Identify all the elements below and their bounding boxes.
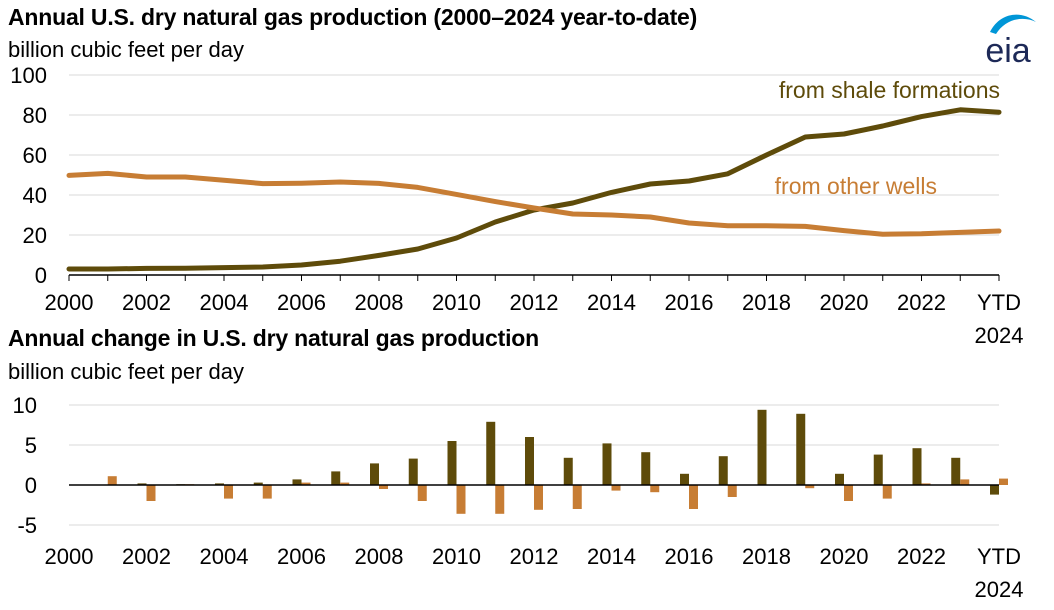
bottom-x-tick-label: 2016 — [665, 544, 714, 569]
shale-series-label: from shale formations — [779, 77, 1000, 103]
top-x-tick-label: 2006 — [277, 290, 326, 315]
shale-change-bar — [215, 483, 224, 485]
eia-logo-swoosh-icon — [990, 14, 1036, 34]
shale-change-bar — [292, 479, 302, 485]
other-wells-change-bar — [262, 485, 272, 499]
shale-change-bar — [757, 409, 767, 485]
shale-change-bar — [602, 443, 612, 485]
shale-change-bar — [912, 448, 922, 485]
top-x-tick-label: 2004 — [200, 290, 249, 315]
top-x-tick-label: 2000 — [45, 290, 94, 315]
shale-change-bar — [563, 457, 573, 485]
top-y-tick-label: 20 — [23, 223, 47, 248]
top-x-tick-label: 2022 — [897, 290, 946, 315]
bottom-x-tick-label: 2020 — [820, 544, 869, 569]
top-y-tick-label: 80 — [23, 103, 47, 128]
top-chart-unit-label: billion cubic feet per day — [8, 37, 245, 62]
bottom-y-tick-label: 5 — [25, 433, 37, 458]
bottom-y-tick-label: 0 — [25, 473, 37, 498]
other-wells-change-bar — [107, 476, 117, 485]
other-wells-change-bar — [340, 482, 350, 485]
eia-logo-text: eia — [985, 32, 1030, 66]
other-wells-change-bar — [650, 485, 660, 493]
shale-change-bar — [447, 441, 457, 485]
top-x-tick-label: 2008 — [355, 290, 404, 315]
bottom-x-tick-label: 2002 — [122, 544, 171, 569]
other-wells-change-bar — [844, 485, 853, 501]
other-wells-change-bar — [379, 485, 388, 489]
shale-change-bar — [796, 413, 806, 485]
other-wells-series-label: from other wells — [775, 173, 937, 199]
other-wells-change-bar — [456, 485, 466, 514]
shale-change-bar — [137, 483, 147, 485]
other-wells-change-bar — [495, 485, 505, 514]
bottom-x-tick-label: 2022 — [897, 544, 946, 569]
other-wells-change-bar — [689, 485, 698, 509]
shale-change-bar — [486, 421, 496, 485]
top-x-tick-label: 2024 — [975, 323, 1024, 348]
top-x-tick-label: 2010 — [432, 290, 481, 315]
top-x-tick-label: 2020 — [820, 290, 869, 315]
top-x-tick-label: 2016 — [665, 290, 714, 315]
bottom-y-tick-label: 10 — [13, 393, 37, 418]
shale-change-bar — [408, 458, 418, 485]
shale-change-bar — [680, 473, 689, 485]
bottom-chart-unit-label: billion cubic feet per day — [8, 359, 245, 384]
other-wells-change-bar — [534, 485, 543, 510]
bottom-x-tick-label: 2012 — [510, 544, 559, 569]
shale-change-bar — [331, 471, 341, 485]
top-chart-title: Annual U.S. dry natural gas production (… — [8, 4, 698, 30]
other-wells-change-bar — [999, 478, 1008, 485]
top-x-tick-label: 2012 — [510, 290, 559, 315]
shale-change-bar — [525, 437, 534, 485]
shale-change-bar — [718, 456, 728, 485]
shale-change-bar — [835, 473, 844, 485]
other-wells-change-bar — [805, 485, 815, 489]
top-x-tick-label: 2018 — [742, 290, 791, 315]
bottom-x-tick-label: 2018 — [742, 544, 791, 569]
top-y-tick-label: 40 — [23, 183, 47, 208]
top-y-tick-label: 60 — [23, 143, 47, 168]
other-wells-change-bar — [146, 485, 156, 501]
top-x-tick-label: YTD — [977, 290, 1021, 315]
eia-logo: eia — [976, 8, 1040, 70]
bottom-x-tick-label: 2010 — [432, 544, 481, 569]
other-wells-change-bar — [572, 485, 582, 509]
bottom-chart-title: Annual change in U.S. dry natural gas pr… — [8, 325, 539, 351]
top-y-tick-label: 0 — [35, 263, 47, 288]
other-wells-change-bar — [417, 485, 427, 501]
other-wells-change-bar — [727, 485, 737, 497]
other-wells-change-bar — [224, 485, 233, 499]
bottom-x-tick-label: 2004 — [200, 544, 249, 569]
other-wells-change-bar — [960, 479, 970, 485]
other-wells-change-bar — [882, 485, 892, 499]
shale-change-bar — [873, 454, 883, 485]
top-y-tick-label: 100 — [10, 63, 47, 88]
shale-change-bar — [253, 482, 263, 485]
bottom-x-tick-label: 2014 — [587, 544, 636, 569]
bottom-x-tick-label: YTD — [977, 544, 1021, 569]
other-wells-change-bar — [301, 482, 311, 485]
bottom-x-tick-label: 2000 — [45, 544, 94, 569]
shale-change-bar — [951, 457, 961, 485]
top-x-tick-label: 2002 — [122, 290, 171, 315]
other-wells-change-bar — [921, 483, 931, 485]
shale-change-bar — [990, 485, 999, 495]
other-wells-change-bar — [611, 485, 621, 491]
other-wells-series-line — [66, 170, 1002, 237]
top-x-tick-label: 2014 — [587, 290, 636, 315]
bottom-x-tick-label: 2006 — [277, 544, 326, 569]
bottom-x-tick-label: 2008 — [355, 544, 404, 569]
bottom-x-tick-label: 2024 — [975, 577, 1024, 602]
bottom-y-tick-label: -5 — [17, 513, 37, 538]
shale-change-bar — [370, 463, 379, 485]
shale-change-bar — [641, 452, 651, 485]
